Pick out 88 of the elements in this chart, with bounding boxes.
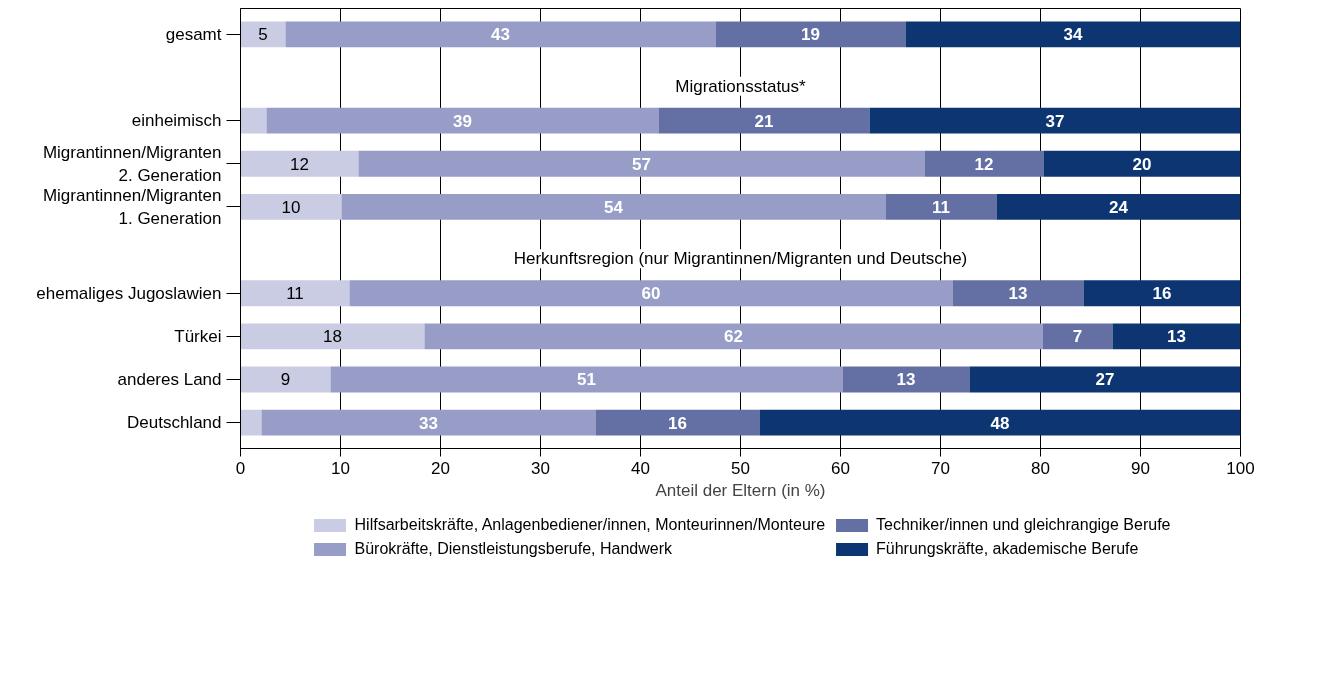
bar xyxy=(266,107,659,134)
data-label: 12 xyxy=(290,154,309,174)
data-label: 18 xyxy=(323,327,342,347)
bar xyxy=(358,150,925,177)
x-tick-label: 10 xyxy=(331,458,350,478)
bar xyxy=(341,193,886,220)
bar xyxy=(869,107,1241,134)
y-tick-label: Migrantinnen/Migranten 1. Generation xyxy=(42,186,222,228)
data-label: 21 xyxy=(754,111,774,131)
bar xyxy=(969,366,1241,393)
data-label: 9 xyxy=(280,370,291,390)
bar xyxy=(842,366,970,393)
y-tick-label: einheimisch xyxy=(131,111,222,131)
data-label: 24 xyxy=(1109,197,1129,217)
y-tick-label: Türkei xyxy=(174,326,222,346)
annotation: Herkunftsregion (nur Migrantinnen/Migranten und Deutsche) xyxy=(513,249,968,269)
data-label: 16 xyxy=(668,413,687,433)
x-axis-title: Anteil der Eltern (in %) xyxy=(655,480,826,500)
bar xyxy=(996,193,1241,220)
bar xyxy=(924,150,1044,177)
bar xyxy=(1112,323,1241,350)
data-label: 19 xyxy=(801,25,820,45)
data-label: 20 xyxy=(1132,154,1152,174)
data-label: 5 xyxy=(258,25,268,45)
bar xyxy=(285,21,716,48)
bar xyxy=(1043,150,1241,177)
data-label: 57 xyxy=(632,154,651,174)
legend-label: Bürokräfte, Dienstleistungsberufe, Handwerk xyxy=(354,540,673,558)
x-tick-label: 40 xyxy=(631,458,650,478)
legend-label: Führungskräfte, akademische Berufe xyxy=(876,540,1139,558)
bar xyxy=(240,280,350,307)
bar xyxy=(424,323,1043,350)
x-tick-label: 100 xyxy=(1226,458,1255,478)
data-label: 13 xyxy=(1008,284,1028,304)
annotation: Migrationsstatus* xyxy=(675,76,807,96)
bar xyxy=(952,280,1084,307)
bar xyxy=(595,409,760,436)
legend-label: Techniker/innen und gleichrangige Berufe xyxy=(876,516,1171,534)
y-tick-label: ehemaliges Jugoslawien xyxy=(36,283,222,303)
y-tick-label: Deutschland xyxy=(127,413,222,433)
bar xyxy=(1042,323,1113,350)
data-label: 7 xyxy=(1072,327,1083,347)
bar xyxy=(658,107,870,134)
x-tick-label: 60 xyxy=(831,458,850,478)
data-label: 37 xyxy=(1045,111,1065,131)
bar xyxy=(240,323,425,350)
x-tick-label: 30 xyxy=(531,458,550,478)
bar xyxy=(1083,280,1241,307)
bar xyxy=(759,409,1241,436)
bar xyxy=(240,193,342,220)
data-label: 13 xyxy=(896,370,916,390)
data-label: 43 xyxy=(491,25,510,45)
data-label: 33 xyxy=(419,413,438,433)
bar xyxy=(261,409,596,436)
x-tick-label: 90 xyxy=(1131,458,1150,478)
x-tick-label: 20 xyxy=(431,458,450,478)
bar xyxy=(905,21,1241,48)
data-label: 16 xyxy=(1152,284,1172,304)
data-label: 11 xyxy=(932,197,950,217)
y-tick-label: gesamt xyxy=(165,24,222,44)
data-label: 11 xyxy=(286,284,304,304)
data-label: 39 xyxy=(453,111,472,131)
data-label: 60 xyxy=(641,284,661,304)
x-tick-label: 80 xyxy=(1031,458,1050,478)
data-label: 51 xyxy=(577,370,596,390)
bar xyxy=(240,366,331,393)
y-tick-label: anderes Land xyxy=(117,369,222,389)
data-label: 54 xyxy=(604,197,624,217)
bar xyxy=(885,193,997,220)
y-tick-label: Migrantinnen/Migranten 2. Generation xyxy=(42,142,222,185)
legend-label: Hilfsarbeitskräfte, Anlagenbediener/innen, Monteurinnen/Monteure xyxy=(354,516,826,534)
bar xyxy=(240,409,262,436)
x-tick-label: 50 xyxy=(731,458,750,478)
data-label: 13 xyxy=(1167,327,1186,347)
data-label: 34 xyxy=(1063,25,1083,45)
bar xyxy=(330,366,843,393)
data-label: 10 xyxy=(281,197,301,217)
bar xyxy=(715,21,906,48)
data-label: 62 xyxy=(724,327,743,347)
data-label: 12 xyxy=(974,154,994,174)
x-tick-label: 70 xyxy=(931,458,950,478)
bar xyxy=(240,107,267,134)
data-label: 27 xyxy=(1095,370,1115,390)
data-label: 48 xyxy=(990,413,1010,433)
bar xyxy=(349,280,953,307)
bar xyxy=(240,21,286,48)
x-tick-label: 0 xyxy=(235,458,246,478)
bar xyxy=(240,150,359,177)
